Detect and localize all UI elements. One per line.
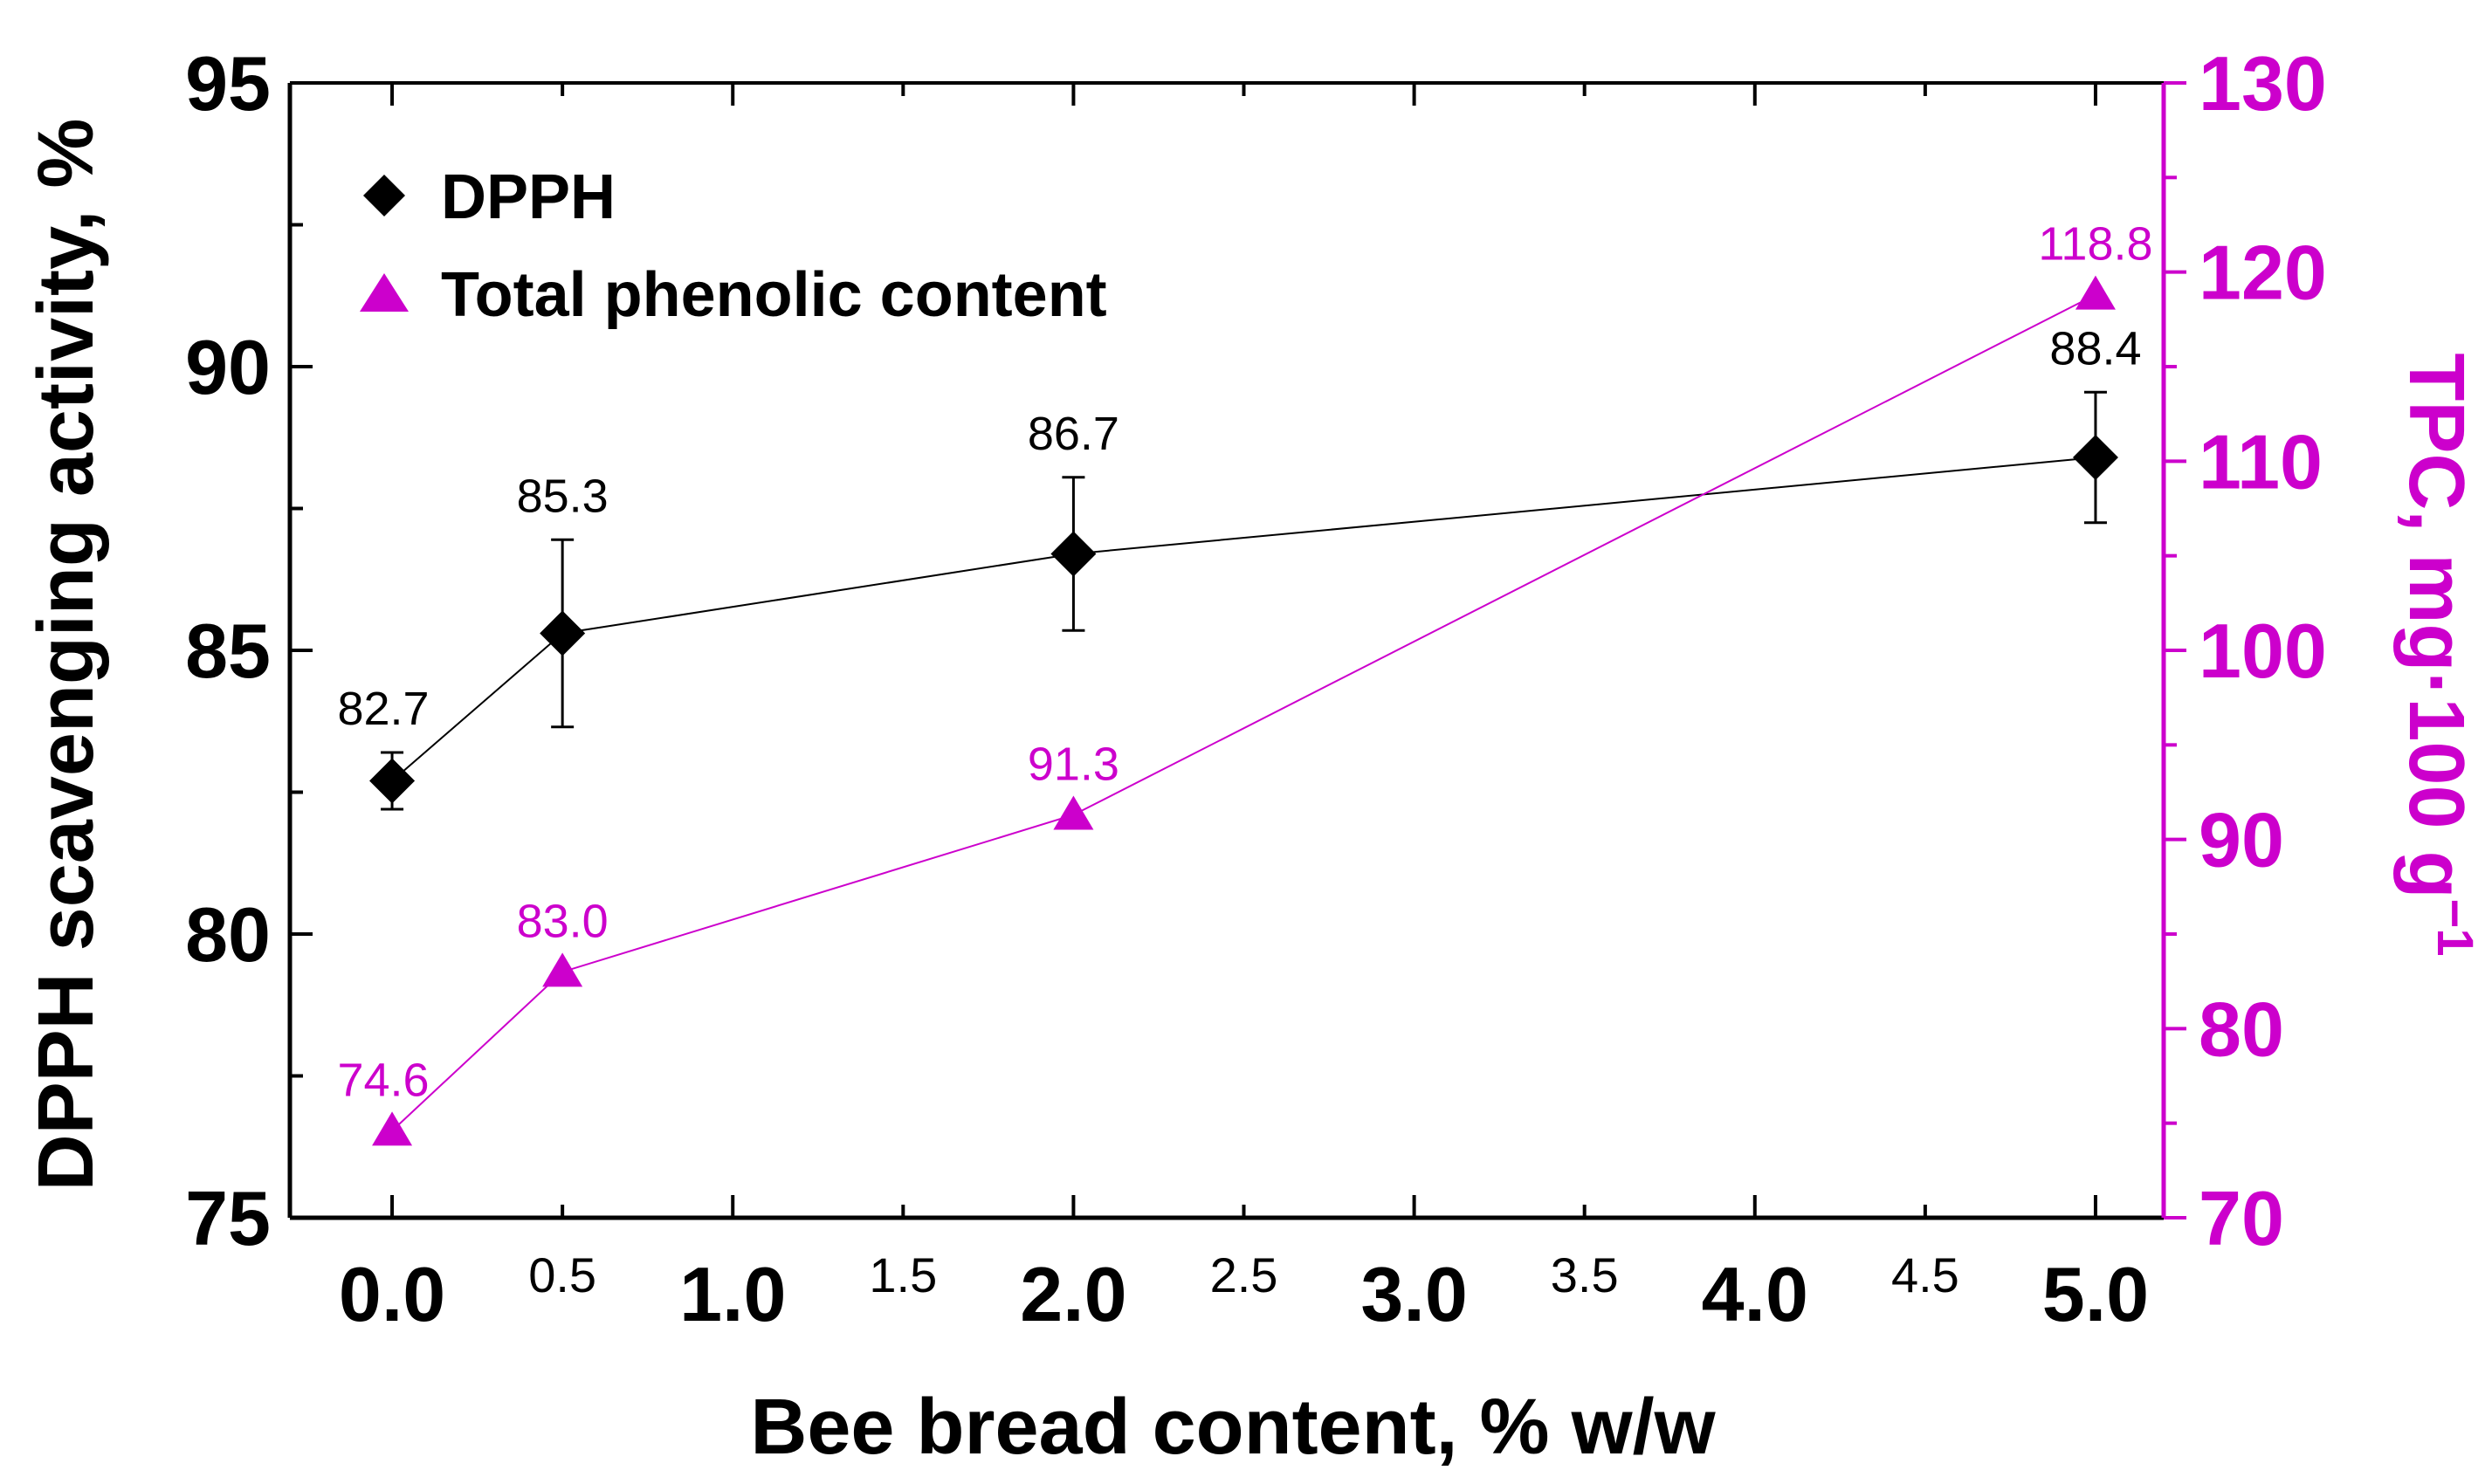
axes [287, 81, 2166, 1220]
tpc-data-label: 83.0 [517, 895, 609, 947]
tpc-point [2075, 275, 2116, 310]
y-right-tick-label: 100 [2199, 608, 2327, 694]
tpc-data-label: 74.6 [337, 1054, 429, 1106]
dpph-data-label: 85.3 [517, 470, 609, 522]
dpph-data-label: 88.4 [2049, 322, 2141, 374]
tpc-line [391, 293, 2096, 1132]
y-right-tick-label: 110 [2199, 418, 2323, 505]
dpph-point [1050, 531, 1097, 577]
y-axis-right-title-superscript: −1 [2427, 898, 2484, 956]
x-minor-tick-label: 2.5 [1210, 1247, 1278, 1302]
y-left-tick-label: 90 [185, 324, 271, 410]
dpph-data-label: 82.7 [337, 683, 429, 735]
dpph-point [2072, 435, 2118, 480]
y-axis-left-title: DPPH scavenging activity, % [23, 119, 110, 1192]
dpph-line [391, 457, 2096, 782]
y-right-tick-label: 80 [2199, 986, 2284, 1072]
y-left-tick-label: 95 [185, 40, 271, 127]
y-left-tick-label: 85 [185, 608, 271, 694]
x-tick-label: 1.0 [679, 1251, 786, 1337]
x-minor-tick-label: 4.5 [1891, 1247, 1959, 1302]
legend-tpc-marker [360, 273, 409, 312]
x-tick-label: 4.0 [1702, 1251, 1808, 1337]
x-minor-tick-label: 1.5 [869, 1247, 937, 1302]
legend-dpph-marker [363, 175, 405, 216]
series: 82.7 85.3 86.7 88.4 74.6 83.0 91.3 118.8 [337, 218, 2153, 1146]
dpph-point [540, 610, 586, 656]
ticks: 0.0 1.0 2.0 3.0 4.0 5.0 0.5 1.5 2.5 3.5 4.5 75 80 85 9… [185, 40, 2327, 1337]
x-axis-title: Bee bread content, % w/w [750, 1384, 1716, 1471]
dpph-point [369, 758, 416, 804]
y-axis-right-title: TPC, mg·100 g−1 [2392, 353, 2484, 956]
y-right-tick-label: 70 [2199, 1175, 2284, 1261]
y-right-tick-label: 90 [2199, 797, 2284, 883]
y-left-tick-label: 80 [185, 891, 271, 978]
legend: DPPH Total phenolic content [360, 162, 1107, 330]
x-tick-label: 2.0 [1020, 1251, 1126, 1337]
x-tick-label: 3.0 [1360, 1251, 1467, 1337]
tpc-point [1053, 795, 1094, 830]
y-right-tick-label: 120 [2199, 230, 2327, 316]
x-minor-tick-label: 0.5 [528, 1247, 596, 1302]
y-right-tick-label: 130 [2199, 40, 2327, 127]
x-tick-label: 0.0 [339, 1251, 445, 1337]
dpph-data-label: 86.7 [1028, 408, 1119, 460]
tpc-point [372, 1111, 413, 1146]
tpc-point [542, 952, 583, 987]
y-left-tick-label: 75 [185, 1175, 271, 1261]
legend-dpph-label: DPPH [441, 162, 616, 232]
x-minor-tick-label: 3.5 [1551, 1247, 1619, 1302]
y-axis-right-title-main: TPC, mg·100 g [2392, 353, 2480, 898]
x-tick-label: 5.0 [2042, 1251, 2149, 1337]
legend-tpc-label: Total phenolic content [441, 260, 1107, 330]
tpc-data-label: 91.3 [1028, 739, 1119, 791]
tpc-data-label: 118.8 [2038, 218, 2152, 271]
